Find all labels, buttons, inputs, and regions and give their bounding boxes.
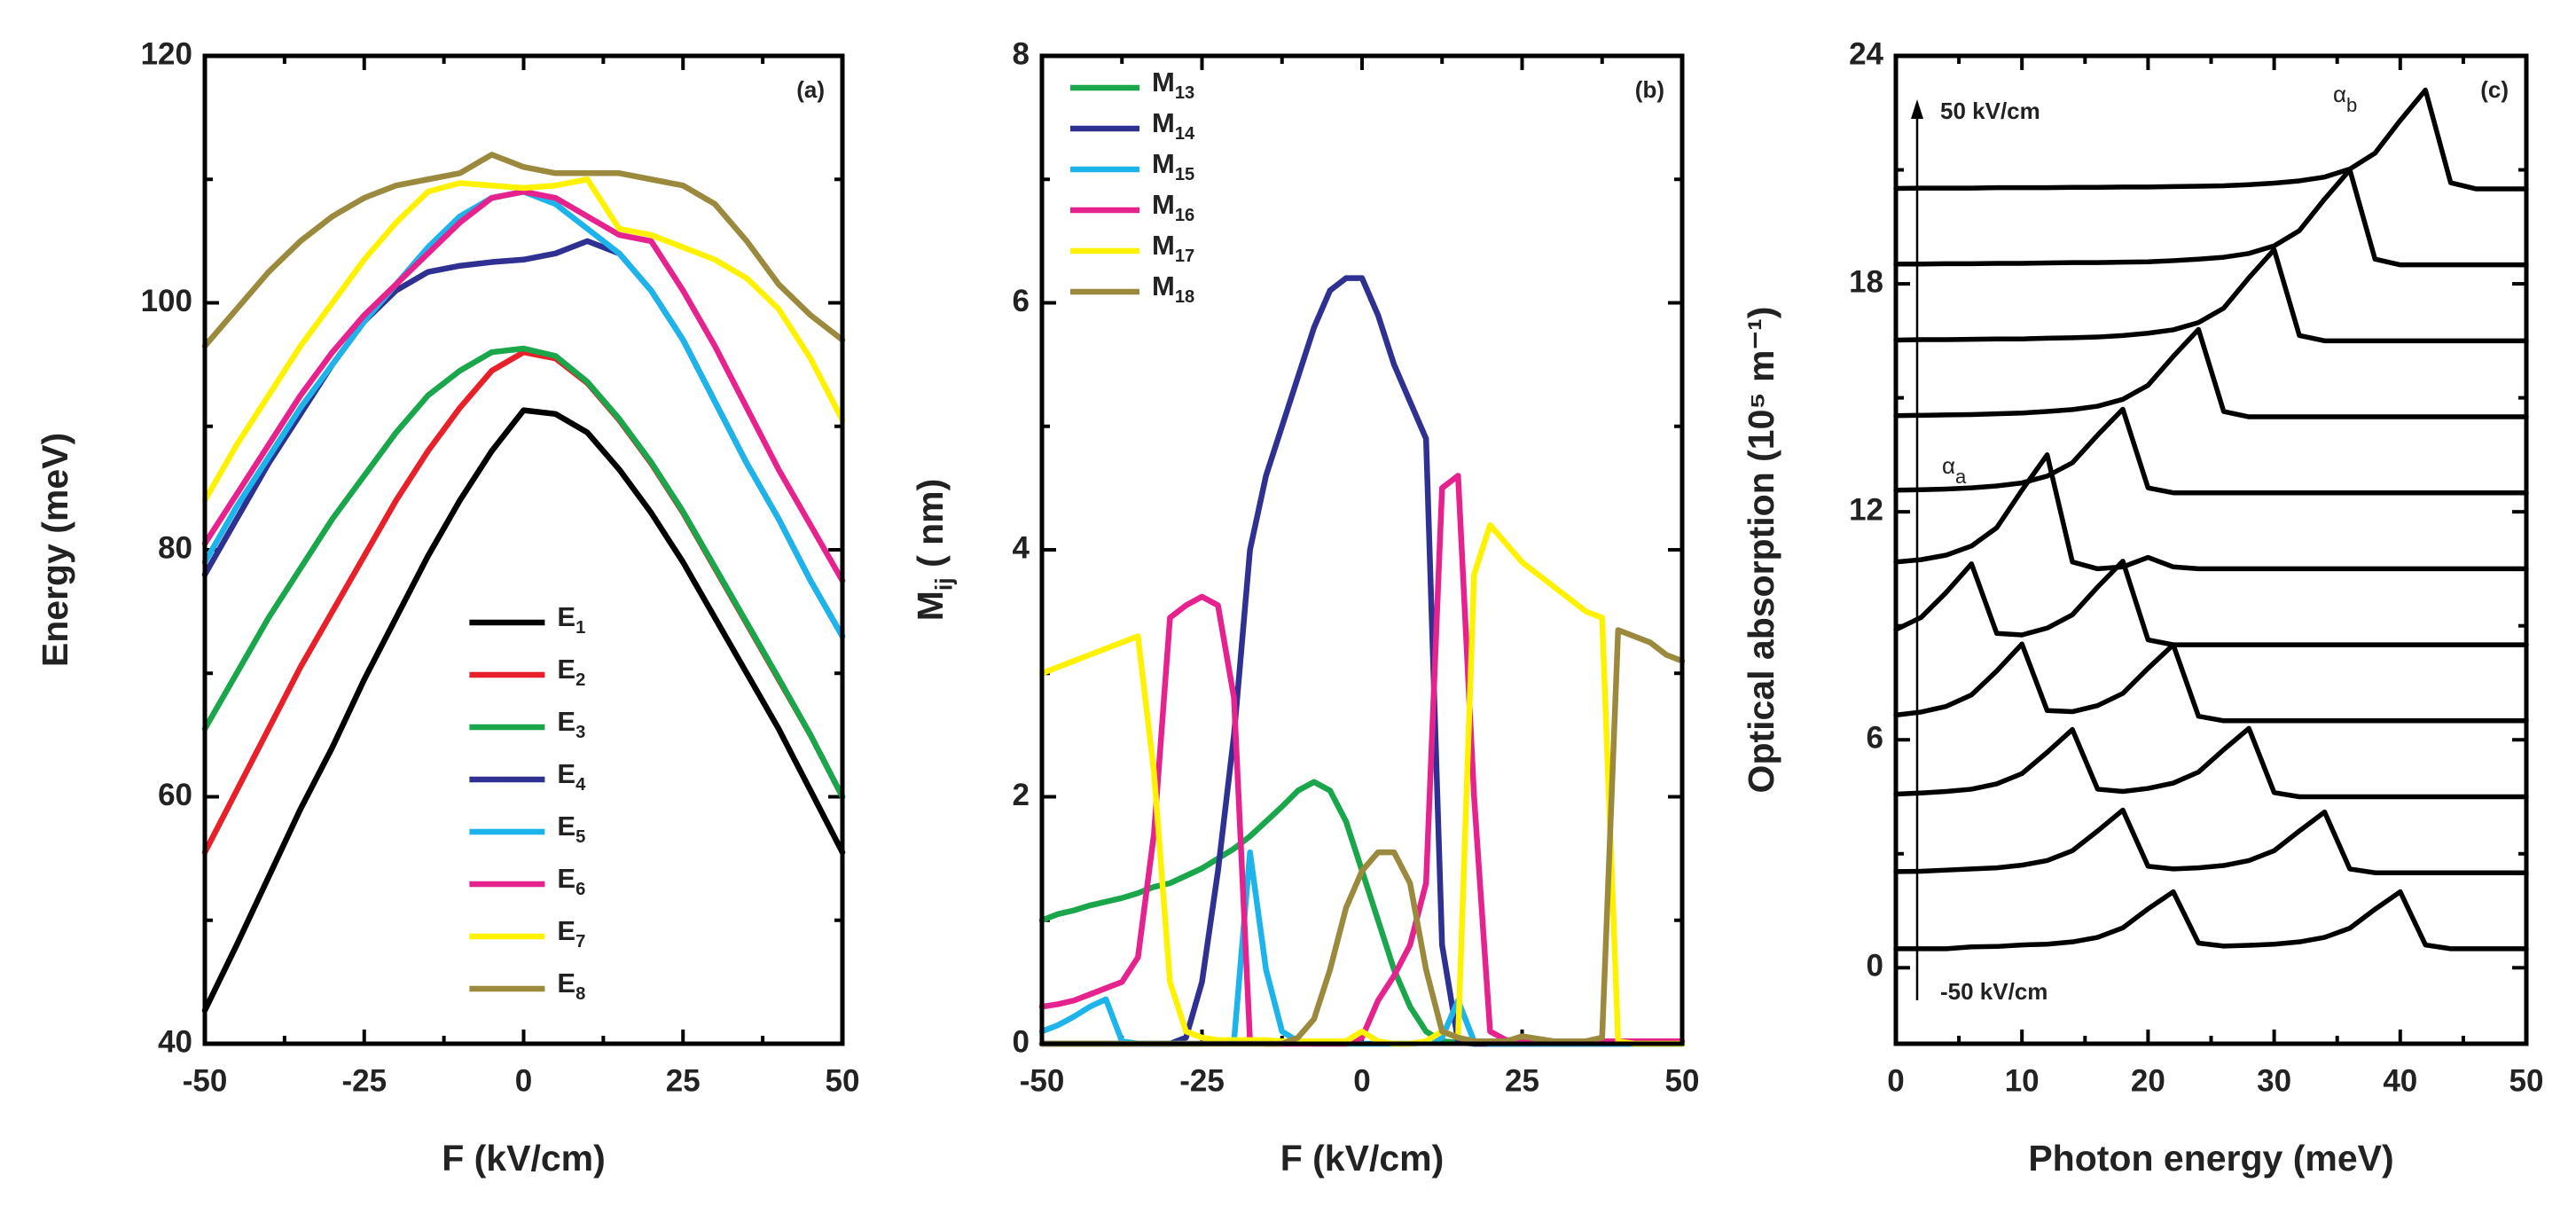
data-line [201,238,846,639]
y-tick-label: 100 [141,284,192,318]
y-tick-label: 24 [1849,36,1883,71]
panel: 0 10 20 30 40 50 0 6 12 18 24 (c) Photon energy (meV… [1741,36,2544,1179]
data-line [1038,779,1686,1047]
legend-label: E2 [557,654,585,690]
legend-label: M15 [1152,148,1194,184]
legend-label: E5 [557,811,585,847]
x-axis-title: F (kV/cm) [1280,1138,1445,1179]
x-tick-label: -50 [183,1063,228,1098]
x-tick-label: 0 [1353,1063,1370,1098]
y-tick-label: 8 [1013,36,1030,71]
panel-label: (a) [796,76,825,103]
data-line [201,152,846,349]
data-line [201,188,846,584]
annotation: αa [1942,452,1967,488]
legend-label: E3 [557,706,585,742]
y-tick-label: 18 [1849,264,1883,299]
data-line [1893,559,2529,647]
y-tick-label: 12 [1849,492,1883,527]
legend-label: M13 [1152,67,1194,103]
data-line [201,176,846,504]
data-line [1038,521,1686,1047]
x-tick-label: 10 [2005,1063,2040,1098]
y-tick-label: 6 [1867,720,1883,755]
data-line [1893,641,2529,724]
y-tick-label: 120 [141,36,192,71]
arrow-head [1911,99,1923,119]
x-tick-label: -25 [341,1063,387,1098]
y-tick-label: 2 [1013,778,1030,812]
y-axis-title: Mij ( nm) [910,479,958,622]
data-line [1038,275,1686,1047]
data-line [201,345,846,800]
x-tick-label: -25 [1179,1063,1225,1098]
legend-label: E7 [557,915,585,952]
data-line [1893,452,2529,572]
data-line [1893,889,2529,952]
y-tick-label: 40 [158,1024,192,1059]
data-line [1893,247,2529,344]
panel: -50 -25 0 25 50 40 60 80 100 120 (a) F (kV/cm) Energ… [35,36,860,1179]
x-tick-label: 50 [2509,1063,2544,1098]
panel-label: (b) [1635,76,1664,103]
legend-label: M14 [1152,107,1195,144]
x-tick-label: 50 [1665,1063,1700,1098]
data-line [201,407,846,1014]
y-tick-label: 6 [1013,284,1030,318]
data-line [1038,473,1686,1047]
x-axis-title: Photon energy (meV) [2028,1138,2393,1179]
legend-label: E4 [557,758,586,795]
x-tick-label: 30 [2257,1063,2291,1098]
panel-label: (c) [2480,76,2509,103]
data-line [1893,87,2529,192]
panel: -50 -25 0 25 50 0 2 4 6 8 (b) F (kV/cm) Mij ( nm) M13… [910,36,1700,1179]
x-axis-title: F (kV/cm) [442,1138,606,1179]
data-line [1893,167,2529,268]
legend-label: M17 [1152,230,1194,266]
annotation: -50 kV/cm [1940,978,2047,1005]
data-line [1893,326,2529,419]
x-tick-label: -50 [1020,1063,1065,1098]
y-axis-title: Energy (meV) [35,433,75,667]
legend-label: E1 [557,601,585,638]
x-tick-label: 25 [1505,1063,1539,1098]
x-tick-label: 25 [666,1063,701,1098]
data-line [1893,406,2529,496]
x-tick-label: 0 [515,1063,532,1098]
y-tick-label: 80 [158,530,192,565]
legend-label: E8 [557,967,585,1004]
plot-frame [1893,53,2529,1046]
x-tick-label: 0 [1887,1063,1904,1098]
y-tick-label: 60 [158,778,192,812]
plot-frame [202,53,845,1046]
y-tick-label: 0 [1013,1024,1030,1059]
legend-label: E6 [557,863,585,899]
annotation: αb [2333,81,2357,116]
data-line [1893,807,2529,875]
data-line [1893,725,2529,800]
x-tick-label: 40 [2383,1063,2417,1098]
annotation: 50 kV/cm [1940,98,2040,124]
legend-label: M16 [1152,189,1194,225]
x-tick-label: 50 [826,1063,860,1098]
y-tick-label: 0 [1867,949,1883,983]
y-tick-label: 4 [1013,530,1030,565]
plot-frame [1039,53,1685,1046]
data-line [1038,627,1686,1047]
x-tick-label: 20 [2131,1063,2165,1098]
legend-label: M18 [1152,270,1194,307]
y-axis-title: Optical absorption (10⁵ m⁻¹) [1741,307,1781,794]
